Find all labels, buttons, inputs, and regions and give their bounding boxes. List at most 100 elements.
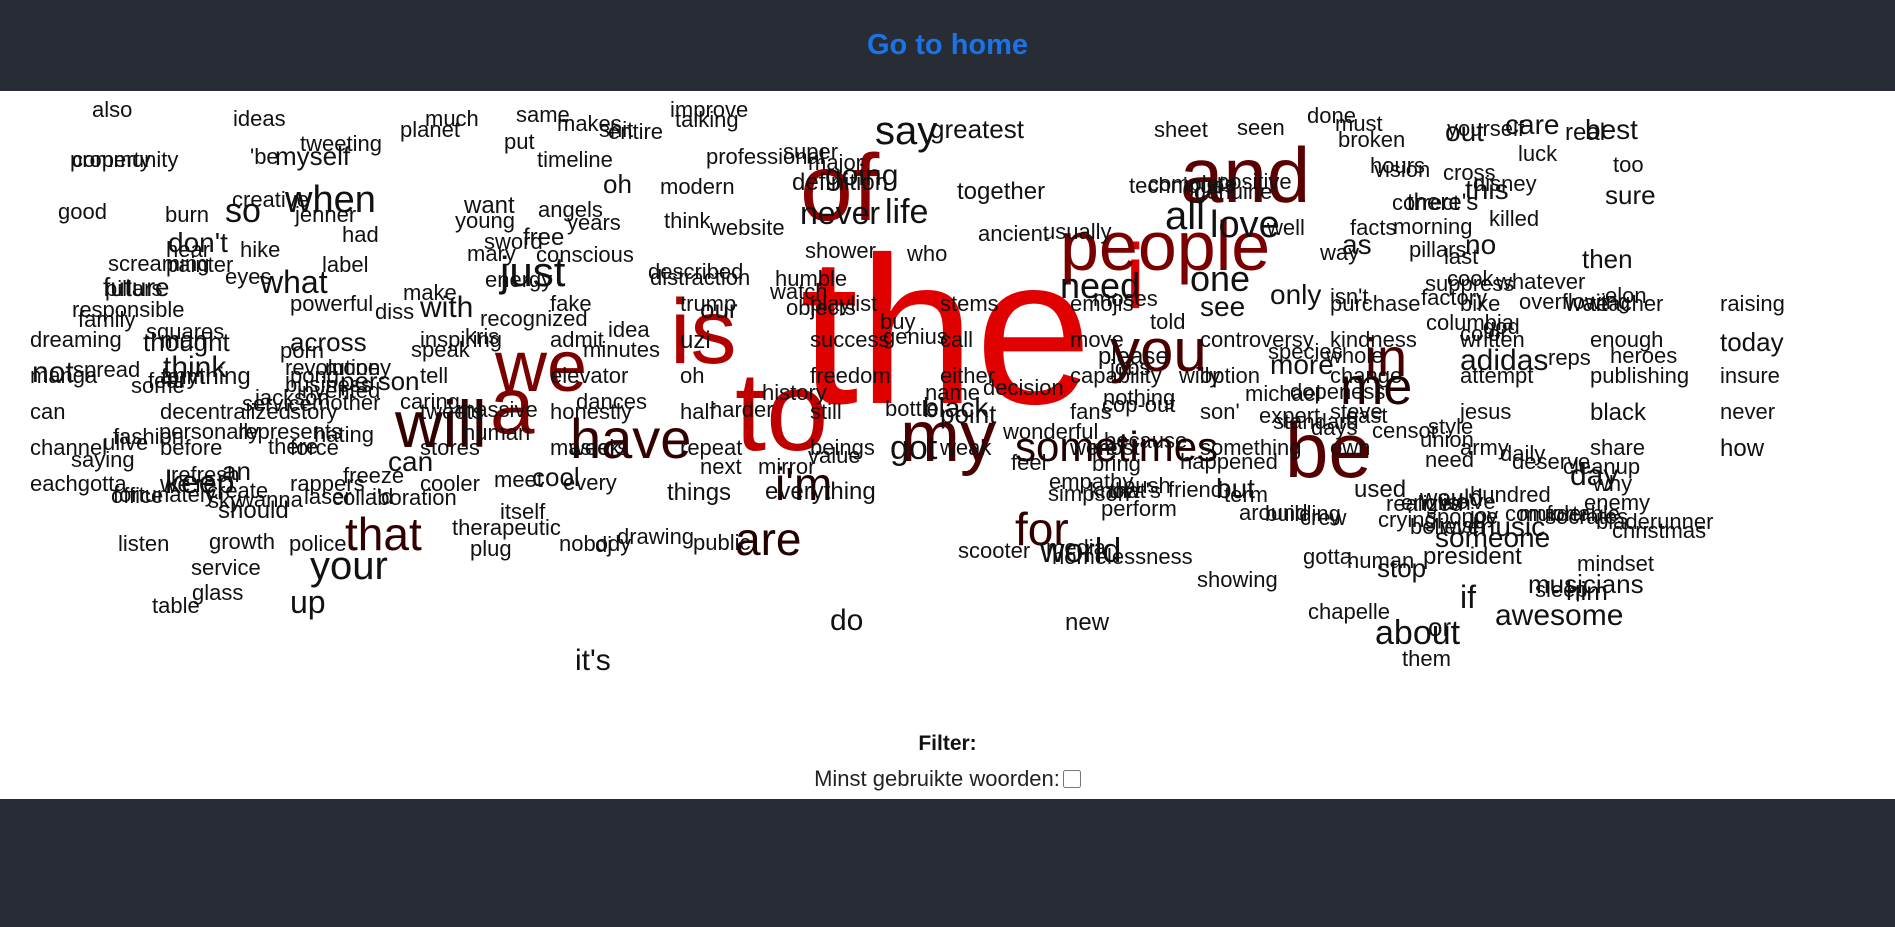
cloud-word: before: [160, 435, 223, 460]
cloud-word: human: [1347, 548, 1415, 573]
cloud-word: meet: [494, 467, 543, 492]
cloud-word: still: [810, 399, 842, 424]
cloud-word: harder: [710, 397, 774, 422]
cloud-word: something: [1200, 435, 1302, 460]
cloud-word: media: [1046, 535, 1106, 560]
cloud-word: feel: [1011, 450, 1047, 475]
cloud-word: massive: [457, 397, 538, 422]
cloud-word: attempt: [1460, 363, 1534, 388]
cloud-word: invented: [297, 378, 381, 403]
cloud-word: way: [1320, 240, 1360, 265]
cloud-word: dreaming: [30, 327, 122, 352]
cloud-word: tweeting: [300, 131, 382, 156]
cloud-word: sheet: [1154, 117, 1208, 142]
cloud-word: together: [957, 178, 1046, 205]
cloud-word: week: [569, 435, 621, 460]
cloud-word: refresh: [171, 462, 240, 487]
cloud-word: future: [103, 272, 170, 302]
cloud-word: genius: [883, 324, 948, 349]
cloud-word: major: [808, 150, 864, 175]
cloud-word: expert: [1259, 403, 1321, 428]
cloud-word: diss: [375, 299, 415, 324]
cloud-word: oh: [680, 363, 705, 388]
cloud-word: pillars: [1409, 237, 1467, 262]
cloud-word: when: [285, 179, 376, 221]
cloud-word: raising: [1720, 291, 1785, 316]
cloud-word: dopeness: [1290, 379, 1386, 404]
cloud-word: just: [500, 248, 566, 295]
cloud-word: up: [290, 584, 326, 620]
cloud-word: disney: [1473, 171, 1537, 196]
cloud-word: english: [1401, 490, 1471, 515]
cloud-word: the: [800, 213, 1092, 448]
cloud-word: kindness: [1330, 327, 1417, 352]
cloud-word: in: [1365, 328, 1408, 388]
cloud-word: website: [710, 215, 785, 240]
cloud-word: share: [1590, 435, 1646, 460]
cloud-word: sponge: [1426, 504, 1499, 529]
cloud-word: option: [1200, 363, 1260, 388]
word-cloud: the of and is to i people a we you be my in will have m…: [0, 91, 1895, 721]
cloud-word: whole: [1326, 343, 1384, 368]
cloud-word: to: [735, 349, 829, 474]
cloud-word: push: [1123, 473, 1171, 498]
cloud-word: gotta: [1303, 544, 1352, 569]
cloud-word: young: [455, 208, 515, 233]
cloud-word: who: [907, 241, 948, 266]
cloud-word: why: [1593, 471, 1633, 496]
cloud-word: my: [900, 397, 996, 477]
cloud-word: spread: [73, 357, 141, 382]
cloud-word: yourself: [1447, 116, 1525, 141]
cloud-word: free: [523, 224, 565, 251]
cloud-word: beings: [810, 435, 875, 460]
cloud-word: jackson: [255, 385, 330, 410]
cloud-word: about: [1375, 614, 1461, 652]
cloud-word: censor: [1372, 418, 1439, 443]
cloud-word: greatest: [930, 114, 1024, 144]
cloud-word: simpson: [1048, 481, 1130, 506]
cloud-word: around: [1239, 500, 1308, 525]
cloud-word: i: [1125, 226, 1146, 328]
cloud-word: watch: [770, 279, 828, 304]
cloud-word: inspiring: [420, 327, 502, 352]
cloud-word: someone: [1435, 522, 1551, 553]
cloud-word: fans: [1070, 399, 1112, 424]
cloud-word: value: [808, 443, 861, 468]
cloud-word: mirror: [758, 454, 816, 479]
cloud-word: distraction: [650, 265, 751, 290]
cloud-word: or: [1428, 612, 1452, 642]
cloud-word: stores: [420, 435, 480, 460]
cloud-word: got: [890, 429, 938, 467]
cloud-word: musicians: [1528, 569, 1644, 599]
cloud-word: black: [923, 392, 989, 423]
go-to-home-link[interactable]: Go to home: [866, 29, 1029, 61]
cloud-word: masters: [550, 435, 629, 460]
cloud-word: never: [800, 195, 881, 231]
cloud-word: because: [1104, 428, 1188, 453]
top-bar: Go to home: [0, 0, 1895, 91]
cloud-word: tweets: [420, 399, 484, 424]
cloud-word: minutes: [583, 337, 661, 362]
cloud-word: shower: [805, 238, 876, 263]
cloud-word: so: [225, 192, 261, 230]
cloud-word: most: [1092, 435, 1140, 460]
cloud-word: music: [1472, 511, 1546, 542]
cloud-word: jobs: [1110, 355, 1151, 380]
cloud-word: no: [1465, 229, 1497, 260]
cloud-word: that: [345, 508, 422, 560]
cloud-word: publishing: [1590, 363, 1690, 388]
cloud-word: overflowing: [1519, 289, 1631, 314]
cloud-word: thought: [143, 327, 230, 357]
cloud-word: only: [1270, 279, 1322, 310]
cloud-word: jesus: [1460, 399, 1512, 424]
cloud-word: not: [32, 356, 74, 389]
cloud-word: angels: [538, 197, 603, 222]
cloud-word: want: [464, 192, 515, 219]
cloud-word: black: [1590, 399, 1647, 426]
cloud-word: years: [567, 210, 621, 235]
least-used-words-checkbox[interactable]: [1062, 770, 1081, 788]
cloud-word: caring: [400, 389, 460, 414]
cloud-word: jenner: [295, 202, 357, 227]
cloud-word: capability: [1070, 363, 1162, 388]
cloud-word: therapeutic: [452, 515, 561, 540]
